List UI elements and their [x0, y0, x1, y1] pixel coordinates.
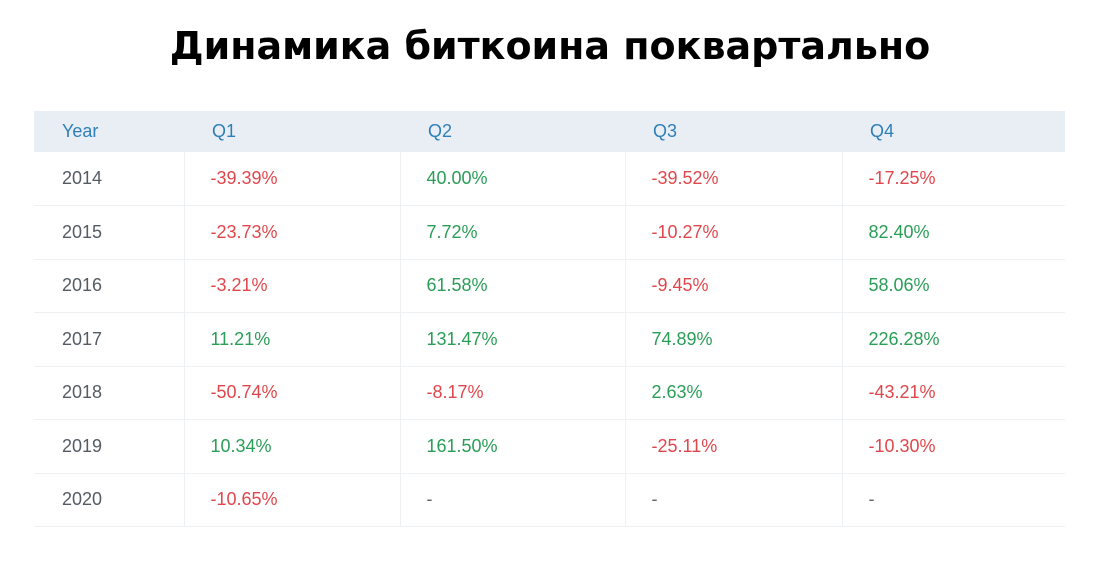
header-year: Year [62, 121, 99, 141]
quarterly-returns-table: Year Q1 Q2 Q3 Q4 2014 -39.39% 40.00% -39… [34, 111, 1065, 527]
q2-value: 131.47% [399, 312, 625, 366]
q1-value: -10.65% [183, 473, 400, 527]
q3-value: 2.63% [624, 366, 842, 420]
year-cell: 2018 [62, 382, 103, 403]
q2-value: 161.50% [399, 419, 625, 473]
q2-value: -8.17% [399, 366, 625, 420]
q1-value: 10.34% [183, 419, 400, 473]
q3-value: -10.27% [624, 205, 842, 259]
q3-value: -9.45% [624, 259, 842, 313]
table-row: 2014 -39.39% 40.00% -39.52% -17.25% [34, 152, 1065, 206]
q2-value: 61.58% [399, 259, 625, 313]
table-header: Year Q1 Q2 Q3 Q4 [34, 111, 1065, 152]
table-row: 2016 -3.21% 61.58% -9.45% 58.06% [34, 259, 1065, 313]
q3-value: 74.89% [624, 312, 842, 366]
q4-value: - [841, 473, 1065, 527]
q2-value: - [399, 473, 625, 527]
year-cell: 2014 [62, 168, 103, 188]
header-q3: Q3 [653, 121, 678, 141]
q1-value: -50.74% [183, 366, 400, 420]
q1-value: -23.73% [183, 205, 400, 259]
table-body: 2014 -39.39% 40.00% -39.52% -17.25% 2015… [34, 152, 1065, 527]
q4-value: -10.30% [841, 419, 1065, 473]
table-row: 2015 -23.73% 7.72% -10.27% 82.40% [34, 205, 1065, 259]
q4-value: 58.06% [841, 259, 1065, 313]
table-row: 2018 -50.74% -8.17% 2.63% -43.21% [34, 366, 1065, 420]
page-title: Динамика биткоина поквартально [169, 24, 931, 68]
q2-value: 40.00% [399, 152, 625, 206]
header-q1: Q1 [212, 121, 237, 141]
q3-value: - [624, 473, 842, 527]
year-cell: 2019 [62, 435, 103, 456]
q1-value: 11.21% [183, 312, 400, 366]
year-cell: 2015 [62, 221, 103, 242]
q4-value: -43.21% [841, 366, 1065, 420]
year-cell: 2020 [62, 489, 103, 510]
year-cell: 2016 [62, 275, 103, 296]
q3-value: -25.11% [624, 419, 842, 473]
q1-value: -39.39% [183, 152, 400, 206]
q4-value: 226.28% [841, 312, 1065, 366]
table-row: 2019 10.34% 161.50% -25.11% -10.30% [34, 419, 1065, 473]
table-row: 2017 11.21% 131.47% 74.89% 226.28% [34, 312, 1065, 366]
header-row: Year Q1 Q2 Q3 Q4 [34, 111, 1065, 152]
year-cell: 2017 [62, 328, 103, 349]
q4-value: 82.40% [841, 205, 1065, 259]
q2-value: 7.72% [399, 205, 625, 259]
q1-value: -3.21% [183, 259, 400, 313]
header-q4: Q4 [870, 121, 895, 141]
table-row: 2020 -10.65% - - - [34, 473, 1065, 527]
q3-value: -39.52% [624, 152, 842, 206]
q4-value: -17.25% [841, 152, 1065, 206]
header-q2: Q2 [428, 121, 453, 141]
